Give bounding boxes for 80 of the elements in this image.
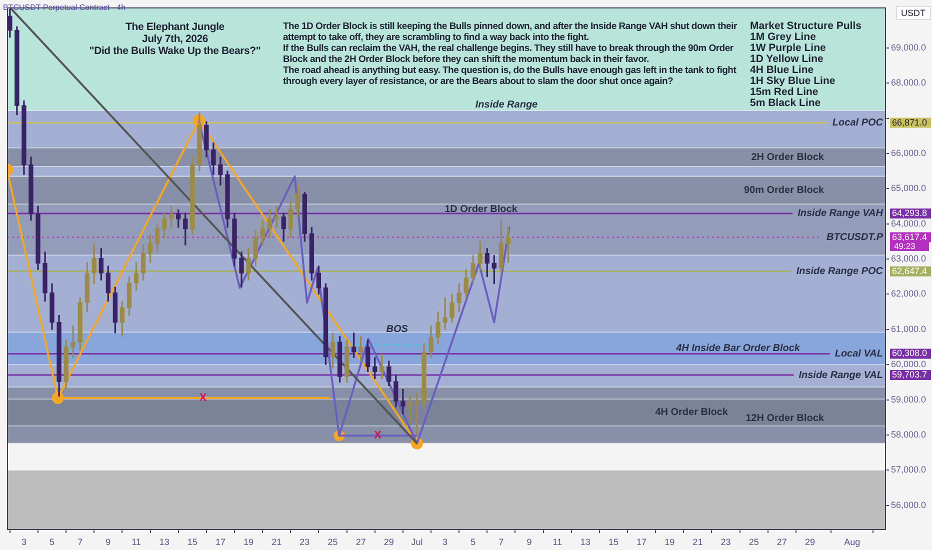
text: 60,308.0 [892, 348, 928, 358]
band-label: 1D Order Block [444, 204, 518, 216]
annotation: Market Structure Pulls [750, 20, 862, 32]
annotation: "Did the Bulls Wake Up the Bears?" [89, 45, 261, 57]
annotation: 1M Grey Line [750, 31, 817, 43]
x-tick-label: 27 [356, 536, 366, 547]
band-label: 2H Order Block [751, 152, 824, 163]
ref-line-label: Local POC [832, 118, 884, 129]
x-tick-label: 13 [159, 536, 170, 547]
text: 66,871.0 [892, 117, 928, 128]
y-tick-label: 64,000.0 [891, 218, 926, 228]
x-tick-label: 21 [272, 536, 282, 547]
x-tick-label: 11 [132, 536, 141, 547]
text: The Elephant Jungle [126, 21, 224, 33]
band-label: Inside Range [475, 99, 538, 110]
x-tick-label: 3 [442, 536, 448, 547]
x-tick-label: 13 [580, 536, 590, 547]
x-tick-label: 25 [328, 536, 338, 547]
text: 59,703.7 [892, 370, 928, 380]
annotation: 1H Sky Blue Line [750, 75, 836, 87]
y-tick-label: 60,000.0 [891, 359, 926, 370]
y-tick-label: 66,000.0 [891, 148, 926, 158]
x-tick-label: Jul [411, 536, 423, 547]
x-tick-label: 11 [552, 536, 562, 547]
ref-line-label: Inside Range VAH [798, 208, 884, 220]
text: July 7th, 2026 [142, 33, 208, 45]
x-tick-label: 29 [384, 536, 394, 547]
y-tick-label: 61,000.0 [891, 324, 926, 334]
y-tick-label: 69,000.0 [891, 42, 926, 52]
x-tick-label: 7 [78, 536, 83, 547]
x-tick-label: 15 [187, 536, 198, 547]
x-tick-label: 9 [526, 536, 532, 547]
y-tick-label: 65,000.0 [891, 183, 926, 194]
x-tick-label: 17 [636, 536, 647, 547]
annotation: 1W Purple Line [750, 42, 827, 54]
annotation: The 1D Order Block is still keeping the Bulls pinned down, and after the Inside Range VAH shut down their attempt to take off, they are scrambling to find a way back into the fight. [283, 21, 738, 43]
y-tick-label: 59,000.0 [891, 394, 926, 404]
band-label: 90m Order Block [744, 184, 824, 196]
ref-line-label: BTCUSDT.P [826, 232, 884, 244]
x-tick-label: 5 [50, 536, 55, 547]
annotation: 15m Red Line [750, 86, 820, 98]
x-tick-label: 27 [776, 536, 787, 547]
band-label: 4H Inside Bar Order Block [675, 343, 800, 354]
x-tick-label: 9 [106, 536, 111, 547]
annotation: 5m Black Line [750, 97, 822, 109]
text: 64,293.8 [892, 208, 928, 218]
x-tick-label: 23 [720, 536, 731, 547]
x-tick-label: Aug [844, 536, 860, 547]
x-tick-label: 5 [470, 536, 476, 547]
annotation: X [374, 430, 382, 442]
text: USDT [896, 6, 930, 20]
ref-line-label: Inside Range POC [796, 266, 884, 278]
x-tick-label: 17 [215, 536, 226, 547]
text: 62,647.4 [892, 266, 928, 276]
band-label: 12H Order Block [746, 413, 824, 424]
x-tick-label: 15 [608, 536, 618, 547]
y-tick-label: 62,000.0 [891, 288, 926, 299]
x-tick-label: 23 [300, 536, 310, 547]
x-tick-label: 21 [692, 536, 703, 547]
text: 63,617.4 [892, 232, 928, 242]
y-tick-label: 56,000.0 [891, 500, 926, 510]
y-tick-label: 63,000.0 [891, 254, 926, 264]
y-tick-label: 57,000.0 [891, 464, 926, 475]
x-tick-label: 7 [498, 536, 504, 547]
band-label: 4H Order Block [655, 407, 728, 418]
ref-line-label: Local VAL [834, 348, 883, 360]
text: 49:23 [890, 241, 930, 251]
x-tick-label: 19 [664, 536, 675, 547]
annotation: 1D Yellow Line [750, 53, 824, 65]
x-tick-label: 19 [244, 536, 254, 547]
x-tick-label: 3 [21, 536, 26, 547]
annotation: The road ahead is anything but easy. The question is, do the Bulls have enough gas left in the tank to fight through every layer of resistance, or are the Bears about to slam the door shut once again? [283, 65, 738, 87]
x-tick-label: 29 [804, 536, 815, 547]
y-tick-label: 58,000.0 [891, 429, 926, 440]
annotation: 4H Blue Line [750, 64, 815, 76]
y-tick-label: 68,000.0 [891, 78, 926, 88]
ref-line-label: Inside Range VAL [798, 370, 883, 381]
x-tick-label: 25 [748, 536, 759, 547]
annotation: BOS [386, 324, 408, 335]
annotation: If the Bulls can reclaim the VAH, the real challenge begins. They still have to break through the 90m Order Block and the 2H Order Block before they can shift the momentum back in their favor. [283, 43, 734, 65]
